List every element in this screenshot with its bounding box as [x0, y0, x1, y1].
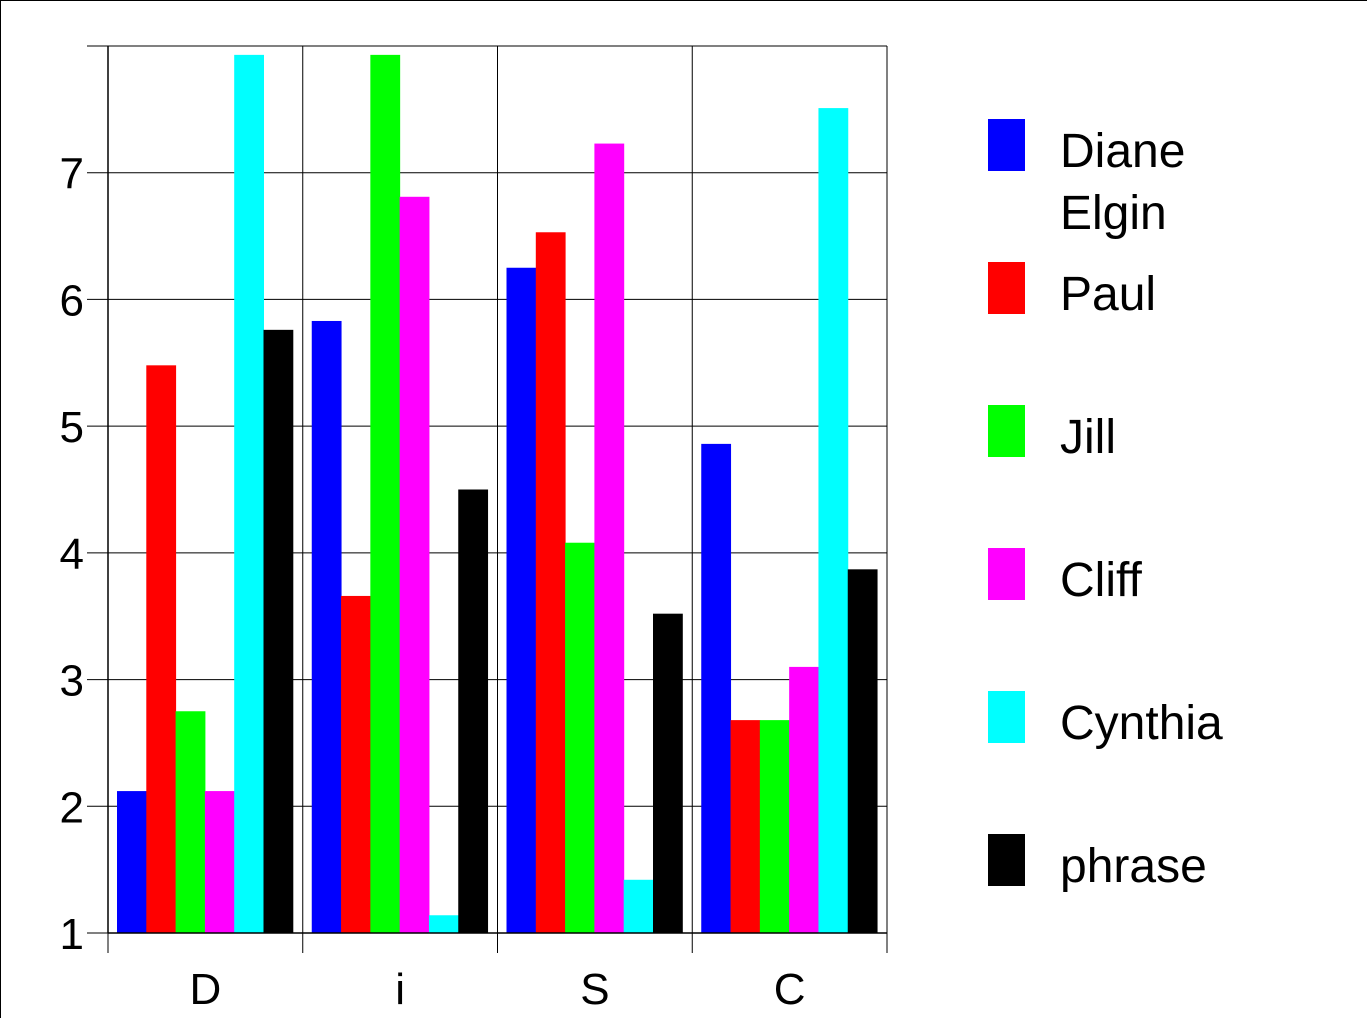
bar-C-5	[847, 569, 878, 933]
x-tick-label: D	[189, 965, 221, 1014]
legend-swatch	[988, 691, 1025, 743]
legend-label: Jill	[1060, 411, 1116, 464]
bar-D-3	[204, 791, 235, 933]
bar-C-3	[789, 666, 819, 933]
legend-label: phrase	[1060, 840, 1207, 893]
bar-D-1	[146, 365, 177, 933]
bar-i-5	[458, 489, 489, 933]
legend-label: Cynthia	[1060, 697, 1223, 750]
bar-i-2	[370, 54, 401, 934]
legend-swatch	[988, 405, 1025, 457]
x-tick-label: i	[395, 965, 405, 1014]
y-tick-label: 3	[60, 657, 84, 706]
y-tick-label: 7	[60, 150, 84, 199]
legend-label: Diane	[1060, 125, 1185, 178]
bar-i-0	[311, 320, 342, 934]
bar-C-2	[759, 720, 790, 933]
legend: Diane Elgin Paul Jill Cliff Cynthia phrase	[988, 119, 1223, 893]
y-tick-label: 6	[60, 276, 84, 325]
bar-i-3	[399, 196, 430, 934]
bar-S-3	[594, 143, 625, 933]
legend-label: Cliff	[1060, 554, 1142, 607]
bar-S-1	[535, 232, 566, 933]
bar-i-1	[341, 595, 371, 933]
y-tick-label: 1	[60, 910, 84, 959]
x-tick-label: C	[774, 965, 806, 1014]
bar-D-2	[175, 711, 206, 933]
bar-C-4	[818, 108, 849, 934]
bars	[117, 54, 878, 934]
legend-swatch	[988, 119, 1025, 171]
bar-C-0	[701, 443, 732, 933]
y-tick-label: 5	[60, 403, 84, 452]
y-axis-ticks: 1 2 3 4 5 6 7	[60, 150, 108, 959]
bar-D-4	[234, 54, 264, 934]
legend-swatch	[988, 548, 1025, 600]
legend-swatch	[988, 262, 1025, 314]
bar-C-1	[730, 720, 761, 933]
bar-S-5	[653, 613, 683, 933]
legend-label: Paul	[1060, 268, 1156, 321]
x-tick-label: S	[580, 965, 609, 1014]
y-tick-label: 4	[60, 530, 84, 579]
bar-S-0	[506, 267, 537, 933]
bar-D-0	[117, 791, 147, 933]
bar-D-5	[263, 329, 294, 934]
legend-label: Elgin	[1060, 187, 1167, 240]
bar-S-2	[565, 542, 595, 933]
bar-S-4	[623, 879, 654, 933]
bar-i-4	[428, 915, 459, 933]
y-tick-label: 2	[60, 783, 84, 832]
legend-swatch	[988, 834, 1025, 886]
